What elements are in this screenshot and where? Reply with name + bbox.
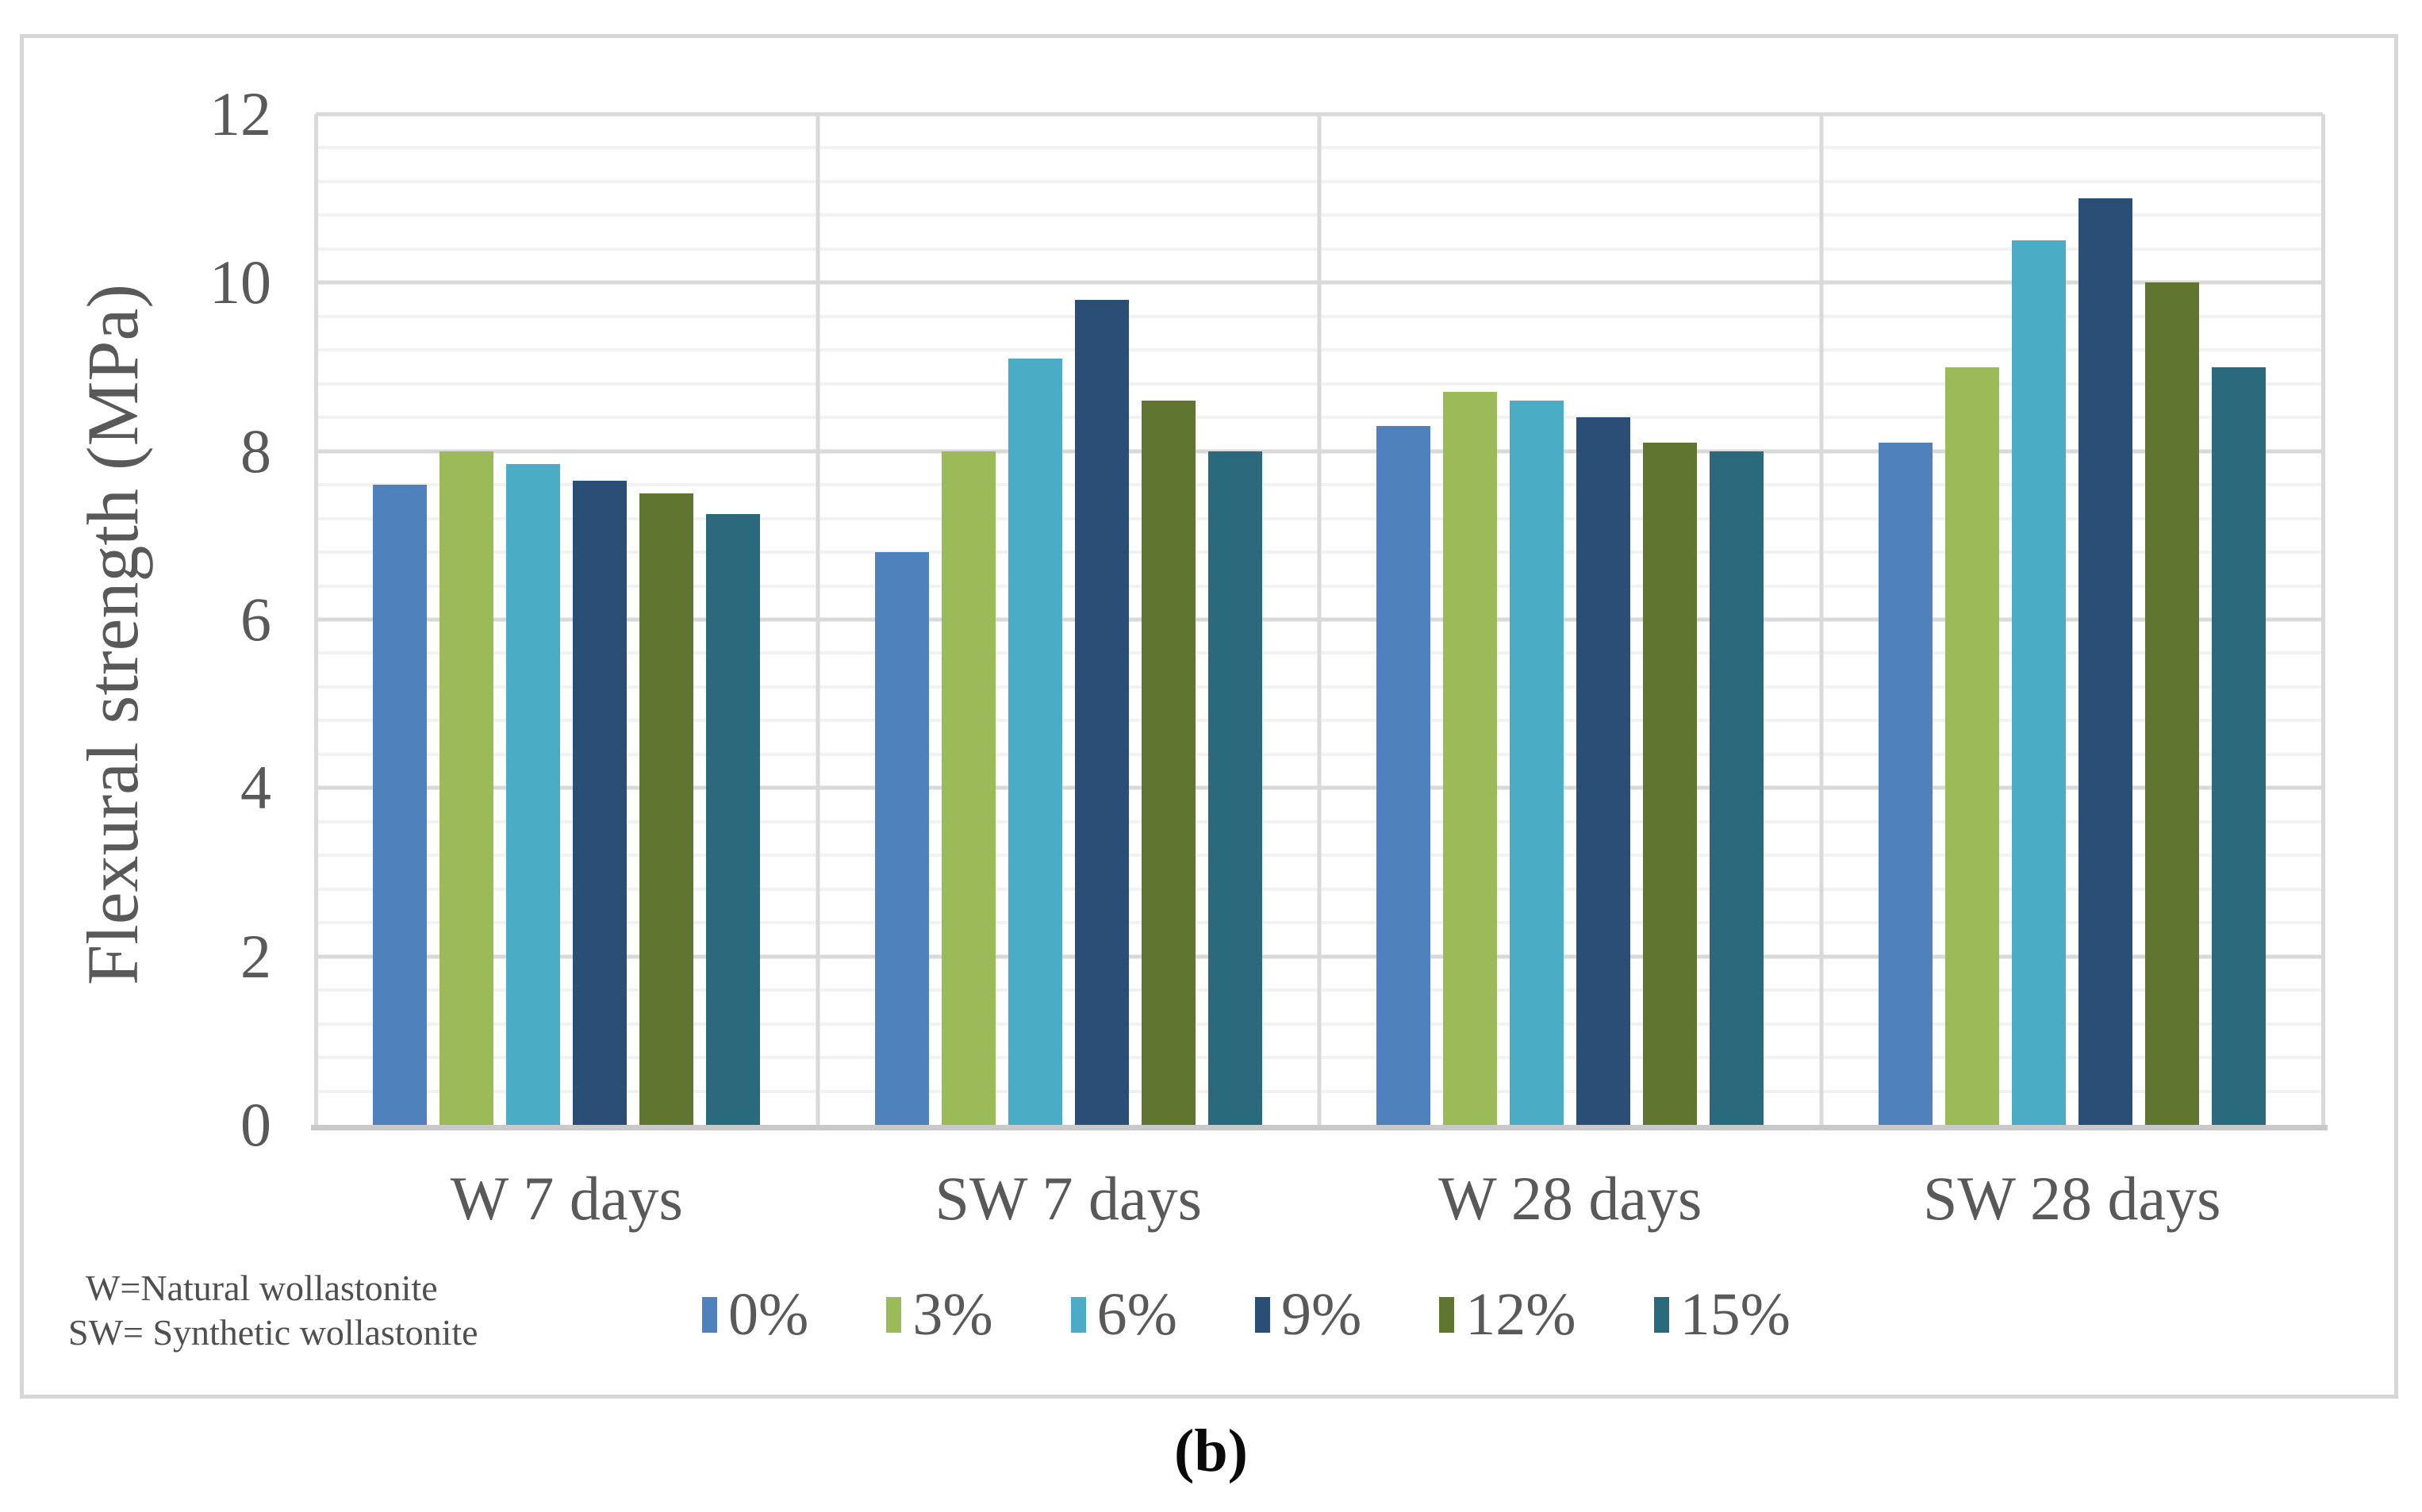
bar-6pct-w-7-days	[506, 463, 561, 1125]
x-category-label-sw-7-days: SW 7 days	[935, 1164, 1203, 1233]
legend-label-3pct: 3%	[912, 1281, 993, 1348]
x-category-label-w-7-days: W 7 days	[450, 1164, 683, 1233]
bar-group-sw-7-days	[818, 114, 1320, 1125]
legend-item-3pct: 3%	[886, 1281, 993, 1348]
bar-group-w-28-days	[1319, 114, 1821, 1125]
legend-label-6pct: 6%	[1096, 1281, 1177, 1348]
bar-6pct-w-28-days	[1510, 400, 1564, 1125]
y-tick-label-0: 0	[240, 1090, 271, 1159]
legend-item-9pct: 9%	[1254, 1281, 1362, 1348]
bar-12pct-sw-7-days	[1141, 400, 1196, 1125]
category-divider	[1819, 114, 1823, 1125]
x-axis-line	[311, 1125, 2328, 1130]
legend-swatch-12pct	[1439, 1296, 1455, 1333]
plot-area	[311, 112, 2328, 1130]
legend-label-9pct: 9%	[1280, 1281, 1362, 1348]
bar-15pct-w-7-days	[706, 514, 761, 1125]
legend-swatch-15pct	[1653, 1296, 1669, 1333]
legend-swatch-0pct	[702, 1296, 717, 1333]
bar-3pct-w-28-days	[1443, 392, 1498, 1125]
legend-item-12pct: 12%	[1439, 1284, 1576, 1345]
bar-6pct-sw-7-days	[1008, 358, 1062, 1125]
bar-3pct-sw-28-days	[1944, 366, 1999, 1125]
y-tick-label-2: 2	[240, 921, 271, 991]
plot-right-border	[2321, 114, 2325, 1125]
y-axis-line	[314, 114, 318, 1125]
y-tick-label-10: 10	[209, 248, 271, 317]
bar-12pct-sw-28-days	[2144, 282, 2199, 1125]
legend-label-15pct: 15%	[1679, 1281, 1791, 1348]
bar-0pct-sw-28-days	[1878, 443, 1933, 1125]
legend-item-6pct: 6%	[1070, 1281, 1177, 1348]
y-tick-label-6: 6	[240, 585, 271, 654]
bar-0pct-w-28-days	[1376, 425, 1431, 1125]
category-divider	[1317, 114, 1322, 1125]
legend-swatch-9pct	[1254, 1296, 1270, 1333]
x-category-label-sw-28-days: SW 28 days	[1922, 1164, 2221, 1233]
legend-label-0pct: 0%	[728, 1281, 809, 1348]
abbreviation-note: W=Natural wollastonite SW= Synthetic wol…	[68, 1266, 478, 1355]
legend-swatch-3pct	[886, 1296, 902, 1333]
bar-9pct-w-28-days	[1576, 417, 1631, 1125]
x-category-label-w-28-days: W 28 days	[1438, 1164, 1702, 1233]
bar-9pct-w-7-days	[573, 480, 628, 1125]
legend: 0% 3% 6% 9% 12% 15%	[702, 1279, 1791, 1350]
bar-9pct-sw-7-days	[1074, 299, 1129, 1125]
bar-12pct-w-7-days	[639, 493, 694, 1125]
y-tick-label-12: 12	[209, 79, 271, 148]
legend-item-0pct: 0%	[702, 1284, 808, 1345]
bar-6pct-sw-28-days	[2011, 240, 2066, 1125]
legend-label-12pct: 12%	[1465, 1281, 1576, 1348]
bar-3pct-sw-7-days	[941, 451, 996, 1125]
bar-3pct-w-7-days	[439, 451, 494, 1125]
bar-12pct-w-28-days	[1643, 443, 1698, 1125]
category-divider	[816, 114, 819, 1125]
note-line-2: SW= Synthetic wollastonite	[68, 1312, 478, 1353]
legend-item-15pct: 15%	[1653, 1281, 1791, 1348]
bar-0pct-sw-7-days	[874, 552, 929, 1125]
bar-group-w-7-days	[316, 114, 818, 1125]
y-tick-label-8: 8	[240, 416, 271, 485]
legend-swatch-6pct	[1070, 1296, 1086, 1333]
bar-0pct-w-7-days	[373, 485, 428, 1125]
note-line-1: W=Natural wollastonite	[86, 1268, 438, 1308]
y-tick-label-4: 4	[240, 753, 271, 823]
bar-15pct-w-28-days	[1710, 451, 1764, 1125]
bar-15pct-sw-7-days	[1207, 451, 1262, 1125]
bar-15pct-sw-28-days	[2211, 366, 2266, 1125]
bar-9pct-sw-28-days	[2078, 198, 2132, 1125]
bar-group-sw-28-days	[1821, 114, 2324, 1125]
figure-caption: (b)	[1174, 1418, 1248, 1484]
